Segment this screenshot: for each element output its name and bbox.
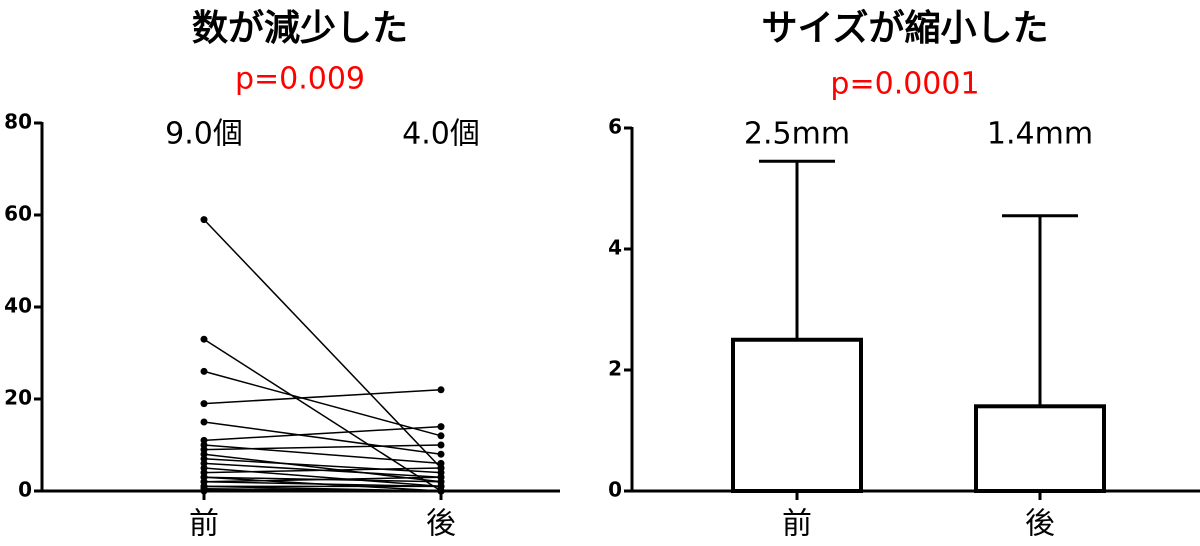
subtitle: p=0.0001 xyxy=(830,67,979,102)
dot xyxy=(437,473,445,481)
dot xyxy=(437,423,445,431)
dot xyxy=(437,441,445,449)
y-tick-label: 60 xyxy=(4,202,32,226)
annotation: 4.0個 xyxy=(402,117,480,152)
x-tick-label: 後 xyxy=(426,507,456,542)
pair-line xyxy=(203,338,442,492)
x-tick-label: 後 xyxy=(1025,507,1055,542)
bar xyxy=(731,337,863,493)
value-label: 2.5mm xyxy=(744,117,850,152)
bar xyxy=(974,404,1106,493)
dot xyxy=(200,418,208,426)
y-tick-label: 6 xyxy=(608,115,622,139)
dot xyxy=(200,335,208,343)
pair-line xyxy=(203,467,442,488)
y-tick-label: 0 xyxy=(608,478,622,502)
pair-line xyxy=(203,458,442,474)
pair-line xyxy=(203,389,442,405)
y-tick-label: 40 xyxy=(4,294,32,318)
dot xyxy=(437,450,445,458)
pair-line xyxy=(203,425,442,442)
dot xyxy=(437,464,445,472)
dot xyxy=(200,487,208,495)
x-tick-label: 前 xyxy=(189,507,219,542)
dot xyxy=(200,400,208,408)
x-tick-label: 前 xyxy=(782,507,812,542)
pair-line xyxy=(203,481,442,488)
pair-line xyxy=(203,421,442,455)
y-tick-label: 0 xyxy=(18,478,32,502)
y-tick-label: 20 xyxy=(4,386,32,410)
pair-line xyxy=(203,467,442,474)
pair-line xyxy=(203,453,442,483)
pair-line xyxy=(203,444,442,465)
pair-line xyxy=(203,444,442,451)
dot xyxy=(437,432,445,440)
chart-title: サイズが縮小した xyxy=(762,7,1049,49)
subtitle: p=0.009 xyxy=(235,62,365,97)
pair-line xyxy=(203,219,442,469)
chart-title: 数が減少した xyxy=(192,8,408,49)
annotation: 9.0個 xyxy=(165,117,243,152)
y-tick-label: 2 xyxy=(608,357,622,381)
value-label: 1.4mm xyxy=(987,117,1093,152)
pair-line xyxy=(203,476,442,483)
dot xyxy=(437,487,445,495)
y-tick-label: 80 xyxy=(4,110,32,134)
y-tick-label: 4 xyxy=(608,236,622,260)
dot xyxy=(200,216,208,224)
pair-line xyxy=(203,370,442,437)
dot xyxy=(200,367,208,375)
dot xyxy=(437,386,445,394)
